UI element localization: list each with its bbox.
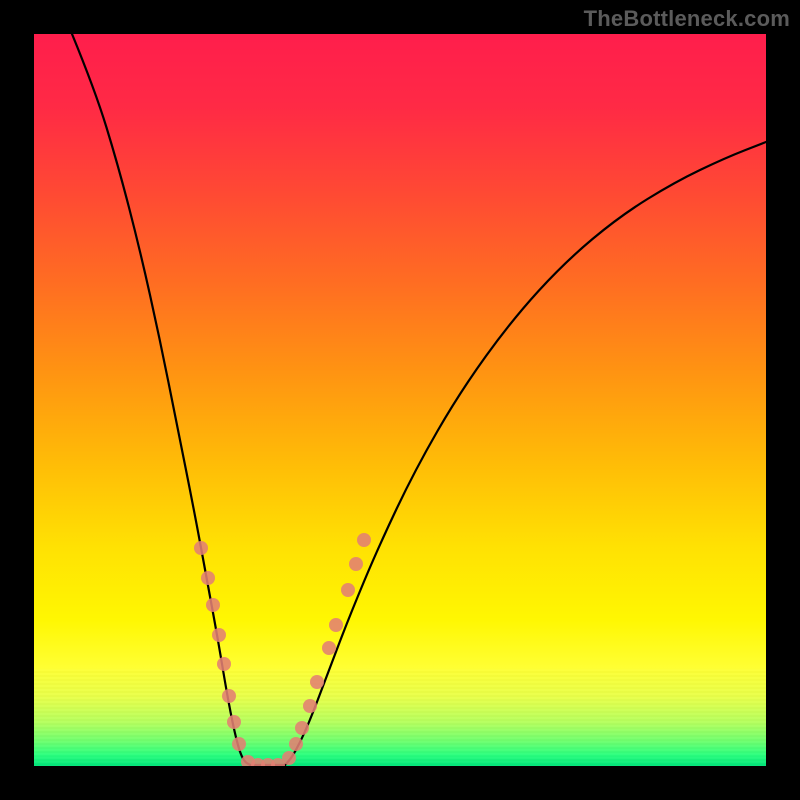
data-marker xyxy=(201,571,215,585)
data-marker xyxy=(232,737,246,751)
data-marker xyxy=(322,641,336,655)
data-marker xyxy=(357,533,371,547)
data-marker xyxy=(329,618,343,632)
data-marker xyxy=(303,699,317,713)
data-marker xyxy=(295,721,309,735)
data-marker xyxy=(194,541,208,555)
chart-svg xyxy=(0,0,800,800)
data-marker xyxy=(222,689,236,703)
data-marker xyxy=(206,598,220,612)
data-marker xyxy=(349,557,363,571)
data-marker xyxy=(217,657,231,671)
data-marker xyxy=(212,628,226,642)
gradient-background xyxy=(34,34,766,766)
data-marker xyxy=(341,583,355,597)
data-marker xyxy=(282,751,296,765)
data-marker xyxy=(227,715,241,729)
data-marker xyxy=(310,675,324,689)
data-marker xyxy=(289,737,303,751)
chart-stage: TheBottleneck.com xyxy=(0,0,800,800)
watermark-text: TheBottleneck.com xyxy=(584,6,790,32)
